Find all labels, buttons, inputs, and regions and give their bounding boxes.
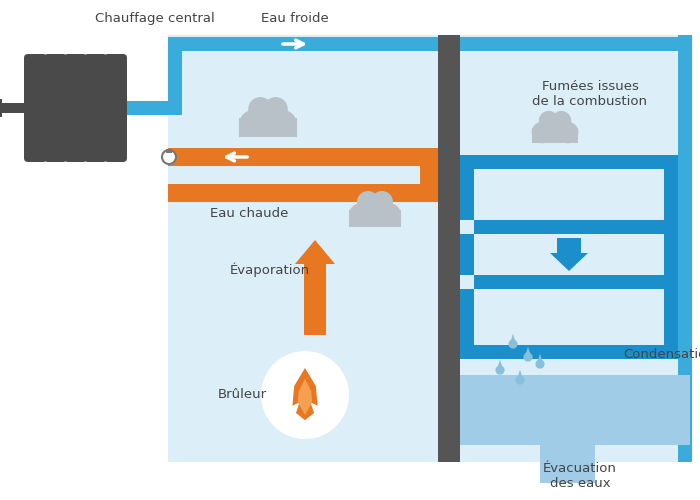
Bar [438, 35, 460, 462]
Polygon shape [298, 379, 312, 415]
Polygon shape [508, 334, 517, 348]
Polygon shape [536, 354, 545, 368]
Circle shape [556, 122, 578, 144]
Bar [28, 146, 123, 156]
Circle shape [248, 97, 272, 122]
Polygon shape [515, 370, 524, 384]
FancyBboxPatch shape [44, 54, 67, 162]
Bar [460, 345, 678, 359]
Bar [168, 37, 692, 51]
Circle shape [531, 122, 553, 144]
Circle shape [349, 203, 373, 227]
Bar [239, 118, 297, 137]
Bar [460, 155, 474, 205]
Bar [168, 35, 692, 462]
Circle shape [377, 203, 401, 227]
Bar [168, 184, 420, 202]
Circle shape [539, 111, 559, 130]
Circle shape [371, 191, 393, 213]
Circle shape [251, 100, 286, 136]
FancyBboxPatch shape [64, 54, 87, 162]
Bar [664, 155, 678, 359]
Bar [531, 128, 578, 144]
FancyBboxPatch shape [104, 54, 127, 162]
FancyBboxPatch shape [84, 54, 107, 162]
Bar [28, 60, 123, 70]
Polygon shape [524, 346, 533, 362]
Circle shape [359, 194, 391, 226]
Bar [540, 445, 595, 483]
Circle shape [162, 150, 176, 164]
Bar [678, 35, 692, 462]
Text: Évacuation
des eaux: Évacuation des eaux [543, 462, 617, 490]
Text: Chauffage central: Chauffage central [95, 12, 215, 25]
Polygon shape [496, 360, 505, 374]
Text: Condensation: Condensation [623, 348, 700, 362]
Bar [0, 103, 28, 113]
Circle shape [239, 110, 266, 136]
FancyBboxPatch shape [24, 54, 47, 162]
Circle shape [357, 191, 379, 213]
Bar [460, 169, 474, 220]
Bar [0, 99, 2, 117]
Bar [123, 101, 168, 115]
Bar [166, 149, 172, 153]
Bar [460, 375, 690, 445]
Text: Brûleur: Brûleur [218, 388, 267, 402]
FancyArrow shape [295, 240, 335, 335]
Bar [474, 220, 664, 234]
FancyArrow shape [550, 238, 588, 271]
Bar [460, 234, 474, 275]
Polygon shape [293, 368, 318, 420]
Bar [168, 148, 420, 166]
Circle shape [264, 97, 288, 122]
Circle shape [270, 110, 297, 136]
Bar [460, 289, 474, 345]
Circle shape [261, 351, 349, 439]
Circle shape [552, 111, 571, 130]
Bar [420, 148, 438, 202]
Text: Eau froide: Eau froide [261, 12, 329, 25]
Text: Évaporation: Évaporation [230, 263, 310, 277]
Bar [460, 155, 678, 169]
Bar [460, 345, 474, 359]
Text: Eau chaude: Eau chaude [210, 207, 288, 220]
Circle shape [540, 114, 569, 142]
Bar [168, 37, 182, 115]
Bar [349, 210, 401, 227]
Text: Fumées issues
de la combustion: Fumées issues de la combustion [533, 80, 648, 108]
Bar [474, 275, 664, 289]
